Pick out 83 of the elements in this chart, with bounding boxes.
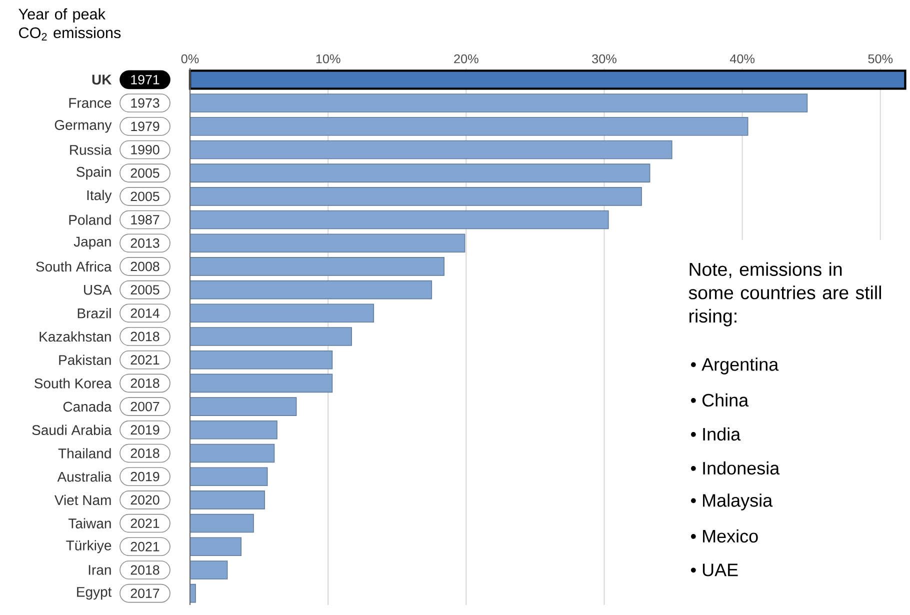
bar: [190, 327, 352, 346]
y-tick-label: Poland: [69, 214, 111, 225]
x-tick-label: 0%: [181, 54, 199, 64]
text: 2021: [130, 542, 160, 552]
text: 1971: [131, 74, 160, 84]
text: 2018: [130, 565, 160, 575]
text: 2014: [130, 308, 160, 318]
annotation: • Argentina: [690, 358, 779, 374]
bar: [190, 116, 748, 136]
y-tick-label: France: [69, 98, 112, 108]
y-tick-label: Brazil: [78, 308, 111, 318]
text: Year of peak CO$_{2}$ emissions: [18, 8, 121, 40]
y-tick-label: Canada: [63, 401, 112, 412]
x-tick-label: 30%: [592, 54, 616, 64]
text: 2020: [130, 495, 160, 505]
y-tick-label: Russia: [70, 144, 112, 155]
text: 2005: [130, 168, 160, 178]
y-tick-label: Taiwan: [68, 518, 111, 528]
y-tick-label: USA: [84, 284, 112, 295]
annotation: Note, emissions in some countries are still rising:: [688, 262, 881, 326]
bar: [190, 94, 808, 112]
text: 2018: [130, 332, 160, 342]
x-tick-label: 10%: [316, 54, 340, 64]
text: 2017: [130, 588, 160, 598]
bar: [190, 280, 432, 300]
bar: [190, 514, 254, 533]
text: 2021: [130, 518, 160, 528]
y-tick-label: Germany: [54, 120, 112, 133]
text: 2019: [130, 472, 160, 482]
y-tick-label: Pakistan: [59, 354, 111, 366]
y-tick-label: Australia: [57, 471, 112, 482]
bar: [190, 187, 642, 206]
text: 1987: [131, 215, 160, 224]
text: 2005: [130, 285, 160, 295]
bar: [188, 70, 906, 90]
text: 2019: [130, 425, 160, 435]
text: 2013: [130, 238, 160, 248]
y-tick-label: South Korea: [34, 378, 112, 388]
bar: [190, 350, 333, 370]
bar: [190, 140, 672, 160]
text: 1973: [131, 98, 160, 108]
text: 1979: [131, 122, 160, 132]
bar: [190, 164, 650, 182]
text: 2018: [130, 448, 160, 458]
text: 2008: [130, 262, 160, 272]
bar: [190, 444, 275, 463]
y-tick-label: Viet Nam: [54, 494, 111, 506]
y-tick-label: Saudi Arabia: [32, 424, 112, 436]
y-tick-label: South Africa: [36, 261, 112, 272]
bar: [190, 420, 278, 440]
text: 2021: [130, 355, 160, 365]
y-tick-label: Iran: [88, 565, 111, 575]
bar: [190, 257, 444, 276]
x-tick-label: 40%: [730, 54, 755, 64]
text: 2007: [130, 402, 160, 412]
bar: [190, 210, 609, 230]
y-tick-label: Italy: [87, 190, 112, 203]
annotation: • Mexico: [690, 529, 758, 543]
annotation: • Indonesia: [690, 461, 780, 475]
bar: [190, 490, 265, 510]
text: 2018: [130, 378, 160, 388]
annotation: • Malaysia: [690, 494, 773, 510]
x-tick-label: 50%: [868, 54, 893, 64]
text: 1990: [131, 145, 160, 154]
bar: [190, 234, 466, 253]
bar: [190, 304, 374, 323]
y-tick-label: Japan: [74, 236, 111, 250]
y-tick-label: Thailand: [58, 448, 111, 458]
bar: [190, 467, 268, 486]
bar: [190, 537, 242, 556]
x-tick-label: 20%: [454, 54, 478, 64]
text: 2005: [130, 192, 160, 202]
y-tick-label: Spain: [76, 166, 111, 180]
y-tick-label: Kazakhstan: [40, 331, 111, 342]
annotation: • UAE: [690, 564, 738, 576]
y-tick-label: UK: [92, 74, 112, 85]
bar: [190, 374, 333, 393]
y-tick-label: Egypt: [77, 587, 112, 600]
annotation: • India: [690, 427, 741, 441]
y-tick-label: Türkiye: [66, 540, 112, 554]
annotation: • China: [690, 393, 749, 407]
bar: [190, 397, 297, 416]
bar: [190, 560, 228, 580]
